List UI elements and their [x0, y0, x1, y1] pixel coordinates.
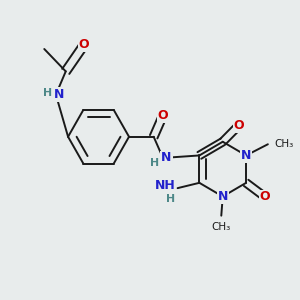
Text: N: N: [218, 190, 228, 203]
Text: N: N: [54, 88, 64, 101]
Text: O: O: [233, 119, 244, 132]
Text: H: H: [43, 88, 52, 98]
Text: CH₃: CH₃: [274, 139, 293, 149]
Text: N: N: [161, 152, 172, 164]
Text: N: N: [241, 149, 251, 162]
Text: O: O: [79, 38, 89, 51]
Text: O: O: [158, 109, 168, 122]
Text: NH: NH: [154, 179, 175, 192]
Text: H: H: [166, 194, 175, 204]
Text: O: O: [260, 190, 270, 203]
Text: H: H: [150, 158, 159, 168]
Text: CH₃: CH₃: [212, 222, 231, 232]
